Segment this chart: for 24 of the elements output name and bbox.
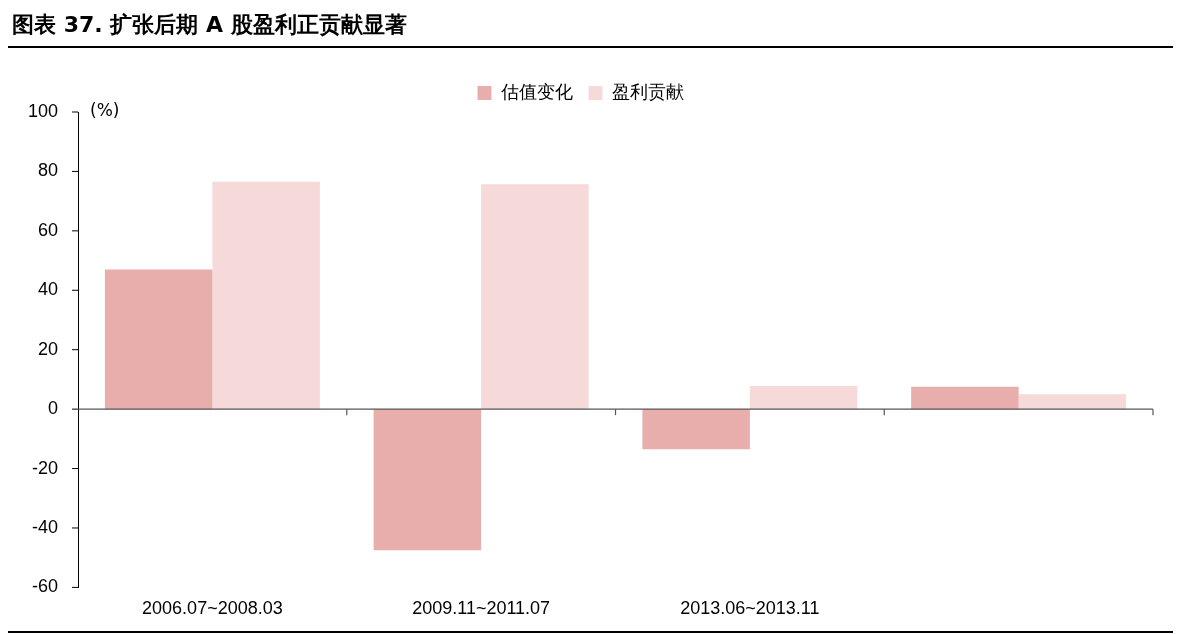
bar (1018, 394, 1127, 410)
y-tick-label: 60 (38, 219, 59, 240)
legend-label: 盈利贡献 (611, 80, 684, 102)
y-tick-label: 80 (38, 160, 59, 181)
x-tick-label: 2013.06~2013.11 (680, 598, 820, 619)
y-tick-label: 40 (38, 279, 59, 300)
x-tick-label: 2006.07~2008.03 (142, 598, 283, 619)
y-tick-label: -40 (32, 516, 59, 537)
bar (212, 181, 320, 410)
y-tick-label: 0 (48, 398, 59, 419)
x-tick-label: 2009.11~2011.07 (412, 598, 551, 619)
y-axis-title: (%) (90, 100, 120, 121)
y-tick-label: 100 (27, 100, 59, 121)
legend-label: 估值变化 (499, 80, 573, 102)
chart-title: 图表 37. 扩张后期 A 股盈利正贡献显著 (8, 8, 1173, 48)
bar (911, 386, 1019, 410)
y-tick-label: -20 (32, 457, 59, 478)
bar (749, 385, 858, 410)
y-tick-label: -60 (32, 576, 59, 597)
y-tick-label: 20 (38, 338, 59, 359)
bar (373, 409, 482, 551)
bar (481, 184, 589, 410)
bar (104, 269, 213, 410)
bar (642, 409, 750, 450)
